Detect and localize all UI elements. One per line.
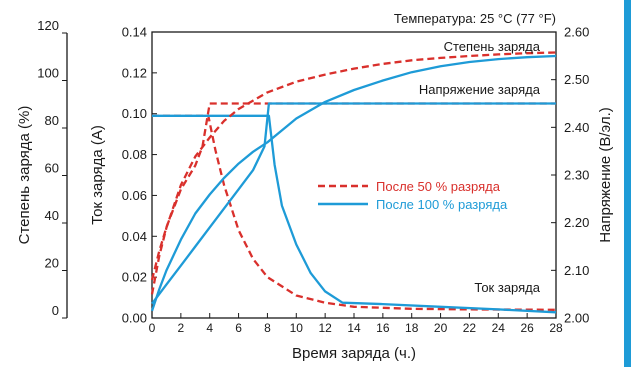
x-tick-label: 16 [376,321,390,335]
x-tick-label: 12 [318,321,332,335]
voltage-tick-label: 2.20 [564,215,589,230]
x-tick-label: 24 [492,321,506,335]
soc-tick-label: 80 [45,113,59,128]
current-curve-label: Ток заряда [474,280,540,295]
series-soc-50 [150,51,557,295]
x-tick-label: 10 [290,321,304,335]
plot-frame [151,31,557,319]
x-tick-label: 2 [178,321,185,335]
series-soc-100 [150,54,557,312]
x-tick-label: 22 [463,321,477,335]
current-tick-label: 0.02 [122,270,147,285]
x-tick-label: 0 [149,321,156,335]
current-tick-label: 0.14 [122,25,147,40]
soc-tick-label: 100 [37,66,59,81]
legend: После 50 % разряда После 100 % разряда [318,179,508,212]
soc-tick-label: 0 [52,303,59,318]
voltage-tick-label: 2.10 [564,263,589,278]
soc-tick-label: 120 [37,18,59,33]
current-tick-label: 0.06 [122,188,147,203]
soc-tick-label: 20 [45,256,59,271]
soc-tick-label: 40 [45,208,59,223]
soc-curve-label: Степень заряда [444,39,541,54]
legend-label-50: После 50 % разряда [376,179,501,194]
series-lines [150,51,557,314]
current-tick-label: 0.04 [122,229,147,244]
x-axis-ticks: 0 2 4 6 8 10 12 14 16 18 20 22 24 26 28 [149,313,563,335]
soc-axis-label: Степень заряда (%) [16,106,33,245]
current-tick-label: 0.12 [122,65,147,80]
accent-bar [624,0,631,367]
x-tick-label: 8 [264,321,271,335]
series-voltage-100 [151,102,556,305]
voltage-tick-label: 2.50 [564,72,589,87]
x-tick-label: 18 [405,321,419,335]
x-axis-label: Время заряда (ч.) [292,345,416,362]
series-current-100 [152,114,557,314]
legend-label-100: После 100 % разряда [376,197,508,212]
x-tick-label: 4 [206,321,213,335]
series-current-50 [152,114,557,311]
current-axis-label: Ток заряда (A) [89,125,106,225]
voltage-tick-label: 2.30 [564,168,589,183]
voltage-tick-label: 2.60 [564,25,589,40]
soc-axis: 0 20 40 60 80 100 120 [37,18,68,319]
voltage-axis-label: Напряжение (В/эл.) [597,107,614,243]
current-tick-label: 0.08 [122,147,147,162]
current-tick-label: 0.10 [122,106,147,121]
x-tick-label: 26 [520,321,534,335]
x-tick-label: 28 [549,321,563,335]
soc-tick-label: 60 [45,161,59,176]
voltage-tick-label: 2.40 [564,120,589,135]
voltage-curve-label: Напряжение заряда [419,82,541,97]
chart-title: Температура: 25 °C (77 °F) [394,11,556,26]
x-tick-label: 6 [235,321,242,335]
voltage-tick-label: 2.00 [564,311,589,326]
current-axis-ticks: 0.00 0.02 0.04 0.06 0.08 0.10 0.12 0.14 [122,25,157,326]
x-tick-label: 14 [347,321,361,335]
x-tick-label: 20 [434,321,448,335]
current-tick-label: 0.00 [122,311,147,326]
voltage-axis-ticks: 2.00 2.10 2.20 2.30 2.40 2.50 2.60 [551,25,589,326]
